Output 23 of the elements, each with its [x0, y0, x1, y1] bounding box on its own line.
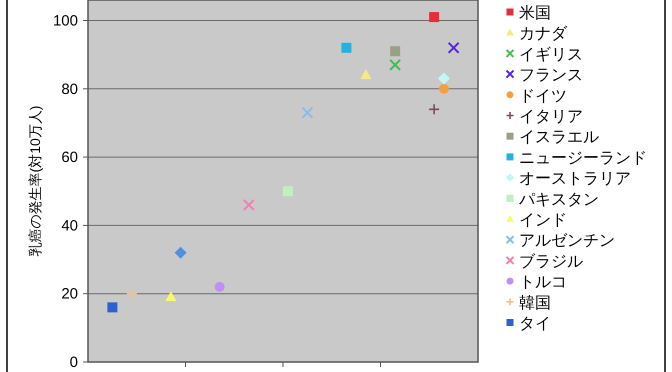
y-tick-label: 40: [61, 217, 78, 234]
y-tick-label: 100: [52, 12, 78, 30]
y-tick-label: 60: [61, 149, 78, 166]
legend-label: インド: [519, 212, 567, 229]
legend-label: タイ: [519, 316, 551, 332]
legend-label: カナダ: [519, 26, 568, 43]
legend-label: ニュージーランド: [519, 150, 647, 167]
legend-label: トルコ: [519, 274, 567, 292]
legend-label: イスラエル: [519, 129, 599, 146]
legend-label: ブラジル: [519, 252, 583, 270]
y-axis-title: 乳癌の発生率(対10万人): [27, 106, 43, 256]
legend-label: オーストラリア: [519, 170, 631, 188]
legend-label: ドイツ: [519, 88, 567, 105]
legend-label: 韓国: [519, 294, 551, 312]
y-tick-label: 0: [70, 354, 78, 371]
legend-label: イギリス: [519, 45, 583, 64]
legend-label: 米国: [519, 4, 551, 22]
legend-label: アルゼンチン: [519, 232, 615, 250]
y-tick-label: 80: [61, 80, 78, 98]
legend-label: イタリア: [519, 108, 583, 126]
y-tick-label: 20: [61, 286, 78, 303]
legend-label: フランス: [519, 67, 583, 84]
legend-label: パキスタン: [518, 191, 599, 208]
